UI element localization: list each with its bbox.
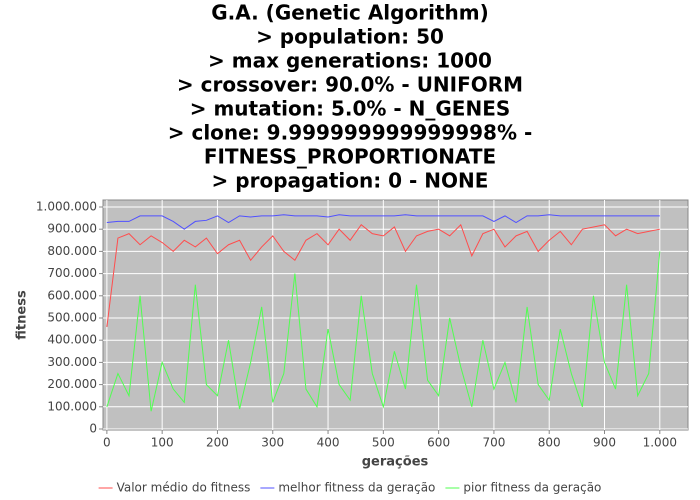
chart-title: > population: 50 [256, 25, 444, 49]
x-tick-label: 600 [427, 436, 450, 450]
y-tick-label: 1.000.000 [36, 199, 97, 213]
x-tick-label: 400 [317, 436, 340, 450]
x-tick-label: 200 [206, 436, 229, 450]
y-tick-label: 900.000 [47, 222, 97, 236]
x-tick-label: 100 [151, 436, 174, 450]
x-tick-label: 0 [103, 436, 111, 450]
x-tick-label: 1.000 [643, 436, 677, 450]
chart-title: > max generations: 1000 [208, 49, 492, 73]
x-tick-label: 800 [538, 436, 561, 450]
y-axis-title: fitness [15, 290, 30, 340]
series-line [106, 214, 660, 230]
x-tick-label: 700 [482, 436, 505, 450]
y-tick-label: 800.000 [47, 244, 97, 258]
chart-title: > propagation: 0 - NONE [212, 169, 489, 193]
y-tick-label: 700.000 [47, 266, 97, 280]
chart-title: > mutation: 5.0% - N_GENES [190, 97, 511, 121]
chart-title: FITNESS_PROPORTIONATE [204, 145, 496, 169]
y-tick-label: 200.000 [47, 377, 97, 391]
series-line [106, 251, 661, 412]
x-tick-label: 300 [261, 436, 284, 450]
legend-label: pior fitness da geração [463, 481, 601, 495]
plot-area [102, 199, 689, 431]
x-tick-label: 900 [593, 436, 616, 450]
y-tick-label: 600.000 [47, 288, 97, 302]
y-tick-label: 100.000 [47, 399, 97, 413]
y-tick-label: 400.000 [47, 333, 97, 347]
x-axis-title: gerações [362, 455, 429, 470]
chart-title: G.A. (Genetic Algorithm) [211, 1, 488, 25]
chart-title: > clone: 9.999999999999998% - [168, 121, 533, 145]
series-line [106, 223, 660, 327]
x-tick-label: 500 [372, 436, 395, 450]
legend-label: Valor médio do fitness [117, 481, 251, 495]
chart-title: > crossover: 90.0% - UNIFORM [177, 73, 523, 97]
y-tick-label: 500.000 [47, 310, 97, 324]
legend-label: melhor fitness da geração [278, 481, 435, 495]
y-tick-label: 0 [89, 422, 97, 436]
y-tick-label: 300.000 [47, 355, 97, 369]
